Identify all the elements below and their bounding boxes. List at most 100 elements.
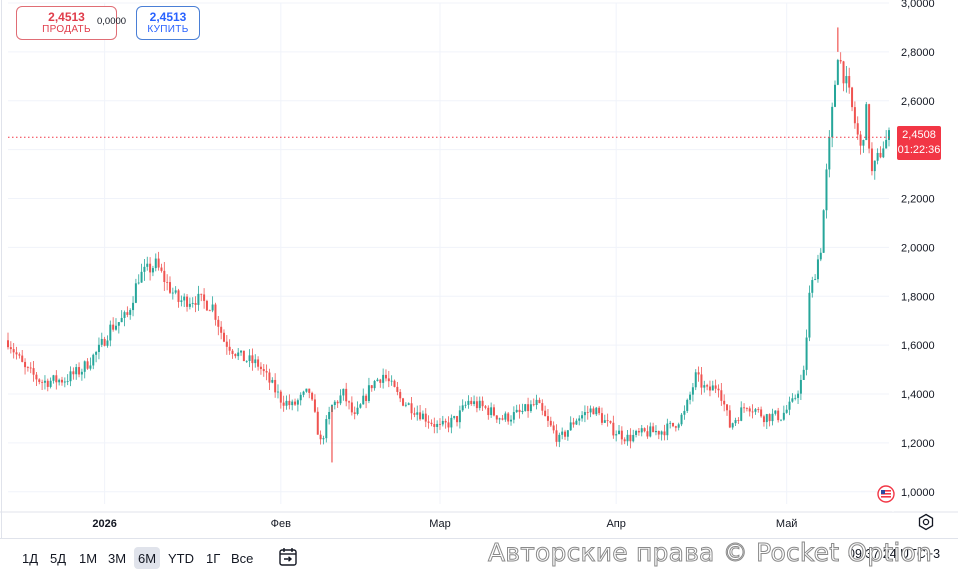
candle (416, 405, 419, 421)
candle (367, 377, 370, 404)
candle (603, 414, 606, 423)
price-axis[interactable]: 1,0000 1,2000 1,4000 1,6000 1,8000 2,0000 2,20… (901, 0, 935, 499)
candle (780, 419, 783, 422)
candle (294, 398, 297, 407)
candle (279, 389, 282, 409)
candle (12, 342, 15, 359)
candle (419, 404, 422, 421)
candle (282, 395, 285, 412)
candle (15, 346, 18, 360)
candle (788, 396, 791, 416)
candle (677, 422, 680, 431)
candle (541, 399, 544, 416)
range-1y[interactable]: 1Г (206, 550, 221, 566)
candle (572, 417, 575, 428)
candle (7, 332, 9, 350)
range-6m[interactable]: 6М (134, 547, 161, 569)
candle (652, 422, 655, 433)
candle (149, 257, 152, 281)
candle (501, 415, 504, 421)
candle (532, 398, 535, 407)
candle (777, 407, 780, 423)
candle (203, 288, 206, 309)
candle (319, 430, 322, 445)
candle (322, 435, 325, 445)
clock[interactable]: 09:37:24 UTC+3 (848, 547, 941, 561)
candle (862, 139, 865, 153)
y-tick-label: 1,4000 (901, 389, 935, 401)
candle (564, 429, 567, 440)
candle (444, 418, 447, 429)
candle (879, 146, 882, 159)
candle (805, 329, 808, 376)
candle (379, 378, 382, 388)
candle (760, 406, 763, 418)
time-axis[interactable]: 2026 Фев Мар Апр Май (92, 518, 797, 530)
x-tick-label: Апр (606, 518, 625, 530)
candle (186, 293, 189, 312)
candle (865, 101, 868, 141)
candle (302, 390, 305, 398)
candle (868, 103, 871, 154)
candle (876, 148, 879, 165)
candle (402, 397, 405, 407)
candle (26, 366, 29, 372)
bottom-toolbar: 1Д 5Д 1М 3М 6М YTD 1Г Все (0, 538, 958, 575)
candle (436, 420, 439, 434)
candle (134, 278, 137, 304)
candle (433, 417, 436, 434)
candle (291, 399, 294, 411)
candle (271, 377, 274, 384)
candle (458, 405, 461, 429)
range-3m[interactable]: 3М (108, 550, 127, 566)
settings-icon[interactable] (917, 513, 935, 531)
candle (726, 404, 729, 416)
candle (885, 130, 888, 149)
candle (180, 295, 183, 307)
candle (257, 356, 260, 371)
candle (859, 130, 862, 155)
candle (811, 276, 814, 298)
price-chart[interactable]: 1,0000 1,2000 1,4000 1,6000 1,8000 2,0000 2,20… (0, 0, 958, 538)
candle (495, 415, 498, 423)
candle (49, 377, 52, 389)
candle (259, 362, 262, 375)
candle (316, 407, 319, 435)
candle (680, 412, 683, 427)
range-ytd[interactable]: YTD (168, 550, 194, 566)
candle (794, 394, 797, 401)
candle (407, 402, 410, 406)
range-1m[interactable]: 1М (79, 550, 98, 566)
range-1d[interactable]: 1Д (22, 550, 39, 566)
candle (78, 362, 81, 378)
range-5d[interactable]: 5Д (50, 550, 67, 566)
candle (785, 405, 788, 414)
candle (481, 396, 484, 411)
candle (745, 407, 748, 412)
sell-button[interactable]: 2,4513 ПРОДАТЬ (16, 6, 117, 40)
candle (222, 329, 225, 343)
candle (492, 404, 495, 417)
candle (404, 402, 407, 408)
candle (106, 335, 109, 348)
candle (245, 360, 248, 363)
candle (643, 427, 646, 433)
candle (362, 388, 365, 405)
candle (225, 335, 228, 355)
candle (717, 384, 720, 398)
candle (126, 306, 129, 318)
candle (276, 384, 279, 399)
candle (234, 353, 237, 359)
range-all[interactable]: Все (231, 550, 254, 566)
compare-icon[interactable] (277, 546, 299, 568)
y-tick-label: 1,0000 (901, 487, 935, 499)
candle (231, 348, 234, 359)
candle (583, 405, 586, 423)
candle (453, 415, 456, 420)
candle (856, 116, 859, 140)
flag-icon[interactable] (877, 485, 895, 503)
candle (456, 415, 459, 427)
candle (83, 360, 86, 379)
buy-button[interactable]: 2,4513 КУПИТЬ (136, 6, 200, 40)
candle (791, 393, 794, 403)
